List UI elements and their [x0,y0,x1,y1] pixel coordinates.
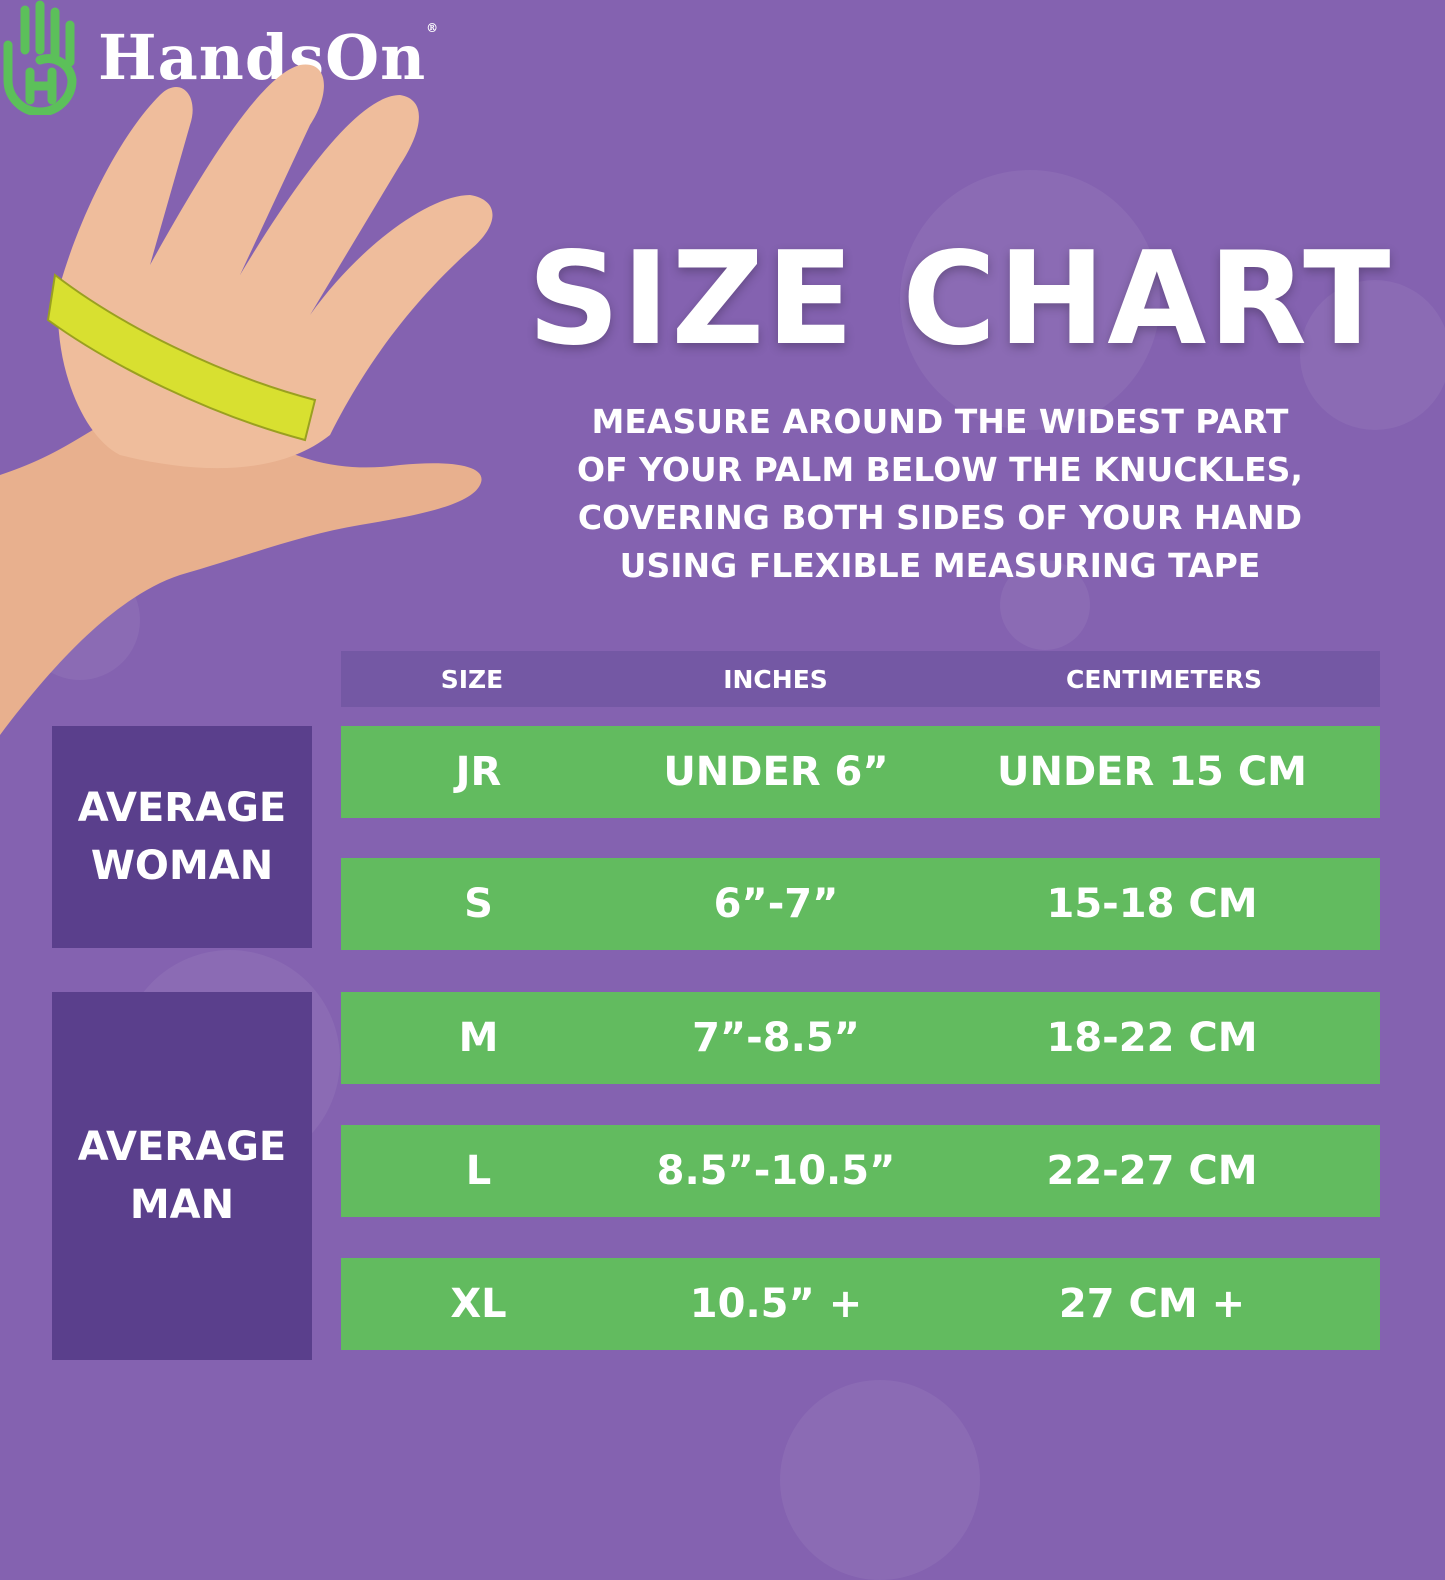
header-centimeters: CENTIMETERS [1065,664,1263,694]
size-cell: M [458,1015,499,1061]
brand-name: HandsOn® [98,21,439,94]
inches-cell: 7”-8.5” [692,1015,860,1061]
hand-logo-icon [3,0,77,115]
size-cell: JR [455,749,502,795]
group-label: WOMAN [90,843,274,889]
cm-cell: 18-22 CM [1046,1015,1258,1061]
measuring-instructions: MEASURE AROUND THE WIDEST PART OF YOUR P… [520,398,1360,590]
header-inches: INCHES [723,664,828,694]
cm-cell: 22-27 CM [1046,1148,1258,1194]
instruction-line: OF YOUR PALM BELOW THE KNUCKLES, [577,450,1303,489]
hand-with-measuring-tape-image [0,64,493,735]
group-label: AVERAGE [77,785,287,831]
table-row: S 6”-7” 15-18 CM [341,858,1380,950]
inches-cell: 6”-7” [713,881,839,927]
table-row: L 8.5”-10.5” 22-27 CM [341,1125,1380,1217]
registered-mark: ® [426,21,440,35]
cm-cell: UNDER 15 CM [997,749,1307,795]
table-row: JR UNDER 6” UNDER 15 CM [341,726,1380,818]
cm-cell: 27 CM + [1058,1281,1246,1327]
instruction-line: MEASURE AROUND THE WIDEST PART [591,402,1289,441]
instruction-line: COVERING BOTH SIDES OF YOUR HAND [577,498,1303,537]
inches-cell: 10.5” + [689,1281,863,1327]
brand-logo: HandsOn® [0,0,1445,115]
size-cell: XL [450,1281,507,1327]
size-cell: S [464,881,493,927]
inches-cell: UNDER 6” [663,749,889,795]
brand-name-text: HandsOn [98,21,427,94]
table-row: XL 10.5” + 27 CM + [341,1258,1380,1350]
group-label: MAN [129,1182,235,1228]
inches-cell: 8.5”-10.5” [656,1148,896,1194]
size-cell: L [465,1148,492,1194]
group-average-woman: AVERAGE WOMAN [52,726,312,948]
table-row: M 7”-8.5” 18-22 CM [341,992,1380,1084]
group-average-man: AVERAGE MAN [52,992,312,1360]
page-title: SIZE CHART [527,225,1393,374]
instruction-line: USING FLEXIBLE MEASURING TAPE [619,546,1261,585]
group-label: AVERAGE [77,1124,287,1170]
header-size: SIZE [440,664,504,694]
cm-cell: 15-18 CM [1046,881,1258,927]
table-header: SIZE INCHES CENTIMETERS [341,651,1380,707]
